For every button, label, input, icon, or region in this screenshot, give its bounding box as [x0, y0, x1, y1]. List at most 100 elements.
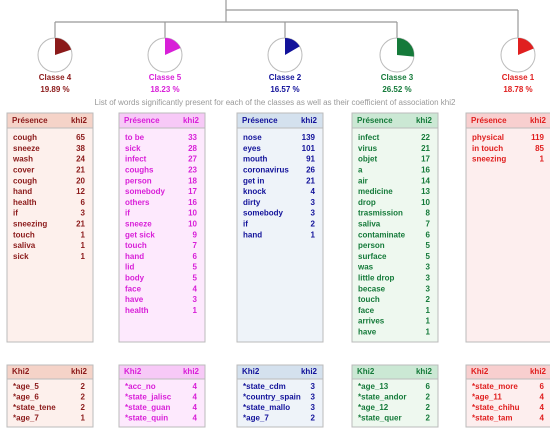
- word-khi2: 4: [193, 284, 198, 293]
- word: if: [243, 220, 248, 229]
- word-khi2: 1: [426, 317, 431, 326]
- header-khi2: khi2: [71, 367, 88, 376]
- variable-khi2: 2: [81, 403, 86, 412]
- word-khi2: 65: [76, 133, 85, 142]
- header-presence: Présence: [12, 116, 48, 125]
- word-khi2: 7: [193, 241, 198, 250]
- class-label: Classe 3: [381, 73, 414, 82]
- word: touch: [125, 241, 147, 250]
- word: coughs: [125, 166, 154, 175]
- word: face: [358, 306, 375, 315]
- word-khi2: 8: [426, 209, 431, 218]
- word-khi2: 9: [193, 230, 198, 239]
- word-khi2: 28: [188, 144, 197, 153]
- variable: *state_tene: [13, 403, 56, 412]
- word: lid: [125, 263, 134, 272]
- word-khi2: 101: [302, 144, 316, 153]
- variable-khi2: 6: [540, 382, 545, 391]
- variable: *state_guan: [125, 403, 170, 412]
- word: drop: [358, 198, 376, 207]
- word-khi2: 119: [531, 133, 544, 142]
- class-label: Classe 4: [39, 73, 72, 82]
- word: saliva: [358, 220, 381, 229]
- word-khi2: 13: [421, 187, 430, 196]
- pie-slice: [55, 38, 72, 55]
- variable-panel-header: [236, 364, 324, 380]
- word-khi2: 2: [426, 295, 431, 304]
- variable-khi2: 4: [540, 403, 545, 412]
- variable: *state_chihu: [472, 403, 520, 412]
- word: sneeze: [13, 144, 40, 153]
- word-khi2: 7: [426, 220, 431, 229]
- word: sneezing: [13, 220, 47, 229]
- word-khi2: 2: [311, 220, 316, 229]
- variable-panel-header: [351, 364, 439, 380]
- variable-khi2: 2: [81, 393, 86, 402]
- word: eyes: [243, 144, 261, 153]
- word-panel: [236, 112, 324, 343]
- header-presence: Présence: [124, 116, 160, 125]
- word-khi2: 1: [193, 306, 198, 315]
- word: sick: [13, 252, 29, 261]
- word: person: [358, 241, 385, 250]
- header-khi2-title: Khi2: [12, 367, 30, 376]
- word: sneeze: [125, 220, 152, 229]
- variable: *age_5: [13, 382, 39, 391]
- word: get in: [243, 176, 264, 185]
- word-khi2: 22: [421, 133, 430, 142]
- variable: *state_more: [472, 382, 518, 391]
- pie-slice: [518, 38, 534, 55]
- pie-slice: [165, 38, 181, 55]
- word: somebody: [125, 187, 166, 196]
- class-percent: 18.23 %: [150, 85, 179, 94]
- subtitle: List of words significantly present for …: [95, 98, 456, 107]
- word-khi2: 6: [193, 252, 198, 261]
- variable: *age_12: [358, 403, 389, 412]
- word-khi2: 12: [76, 187, 85, 196]
- word-khi2: 6: [81, 198, 86, 207]
- header-khi2-title: Khi2: [124, 367, 142, 376]
- word-khi2: 3: [81, 209, 86, 218]
- word-panel: [118, 112, 206, 343]
- word-khi2: 1: [311, 230, 316, 239]
- word-khi2: 3: [426, 263, 431, 272]
- variable-khi2: 4: [540, 393, 545, 402]
- word: touch: [13, 230, 35, 239]
- variable-khi2: 4: [540, 414, 545, 423]
- word: surface: [358, 252, 387, 261]
- word: infect: [125, 155, 147, 164]
- word: arrives: [358, 317, 385, 326]
- word-khi2: 18: [188, 176, 197, 185]
- word: person: [125, 176, 152, 185]
- word: if: [13, 209, 18, 218]
- word-khi2: 10: [421, 198, 430, 207]
- variable-khi2: 3: [311, 393, 316, 402]
- variable: *state_jalisc: [125, 393, 172, 402]
- word: to be: [125, 133, 145, 142]
- word: have: [125, 295, 144, 304]
- variable: *state_quer: [358, 414, 402, 423]
- variable: *age_6: [13, 393, 39, 402]
- variable-khi2: 4: [193, 414, 198, 423]
- header-khi2: khi2: [71, 116, 88, 125]
- class-percent: 16.57 %: [270, 85, 299, 94]
- word-khi2: 23: [188, 166, 197, 175]
- variable-khi2: 2: [426, 403, 431, 412]
- word: knock: [243, 187, 267, 196]
- word-khi2: 1: [426, 328, 431, 337]
- word-khi2: 5: [193, 274, 198, 283]
- variable-khi2: 3: [311, 382, 316, 391]
- variable-panel-header: [465, 364, 550, 380]
- word-panel-header: [6, 112, 94, 129]
- variable-khi2: 6: [426, 382, 431, 391]
- variable-khi2: 2: [426, 414, 431, 423]
- word-khi2: 5: [193, 263, 198, 272]
- word: contaminate: [358, 230, 406, 239]
- variable-panel-header: [6, 364, 94, 380]
- word-khi2: 5: [426, 241, 431, 250]
- word: dirty: [243, 198, 261, 207]
- word: hand: [13, 187, 32, 196]
- variable-khi2: 2: [81, 382, 86, 391]
- word-khi2: 27: [188, 155, 197, 164]
